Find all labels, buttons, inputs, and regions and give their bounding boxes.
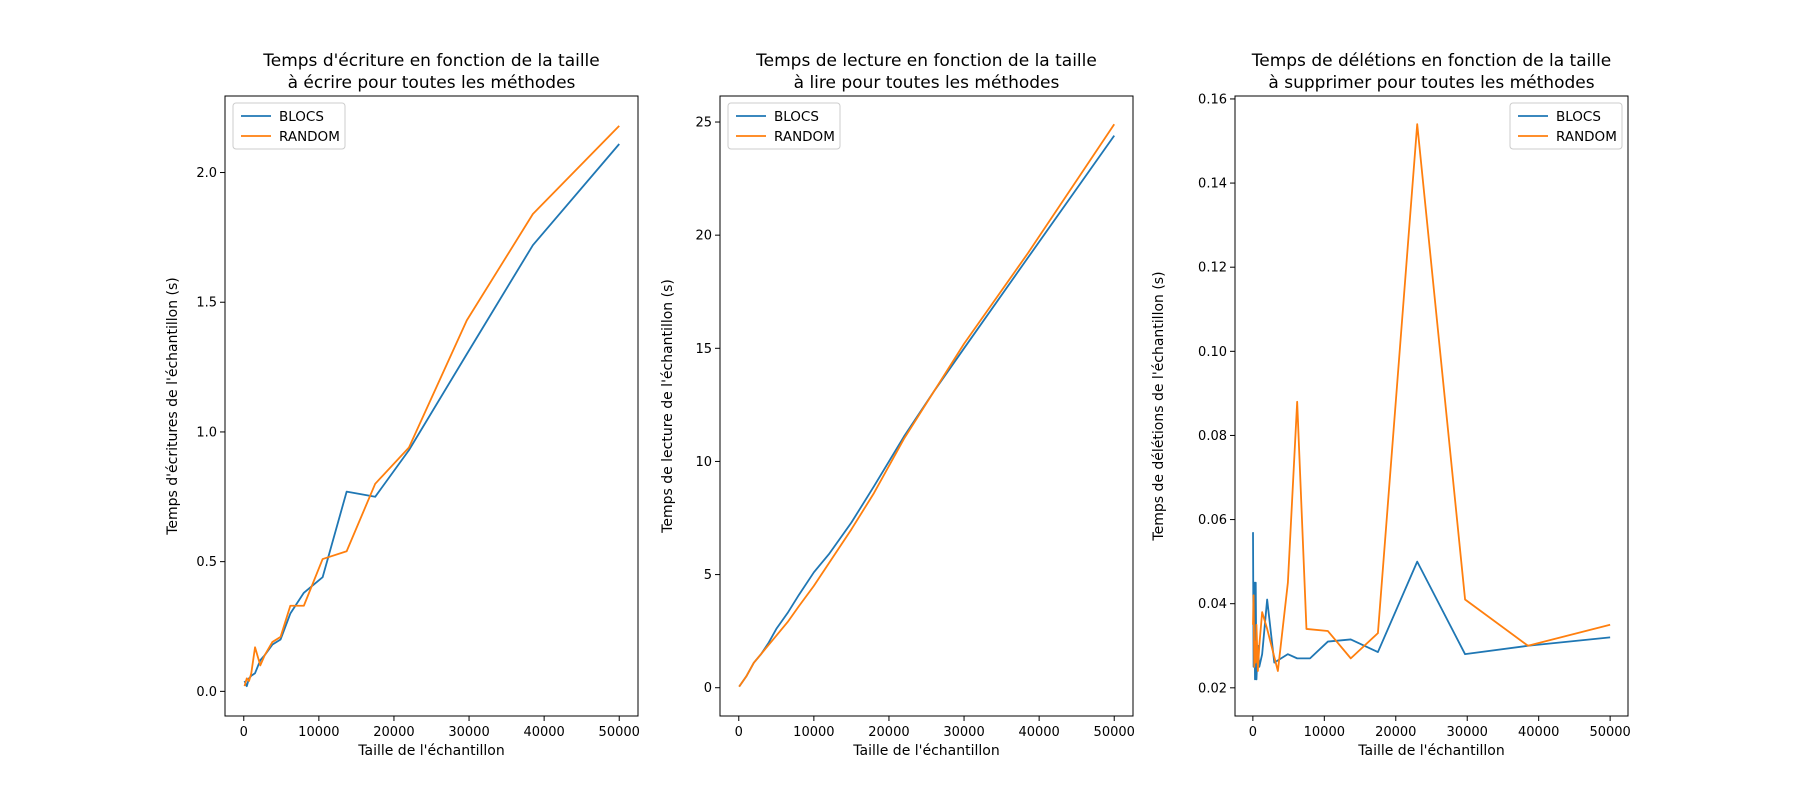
chart-title-line-2: à supprimer pour toutes les méthodes: [1268, 73, 1594, 93]
series-line-blocs: [738, 135, 1115, 688]
x-tick-label: 30000: [448, 725, 489, 740]
chart-title-line-1: Temps de délétions en fonction de la tai…: [1251, 51, 1612, 71]
legend-label-blocs: BLOCS: [1556, 109, 1601, 125]
y-tick-label: 20: [695, 229, 712, 244]
series-line-blocs: [1252, 532, 1611, 681]
y-tick-label: 0.10: [1198, 345, 1227, 360]
y-tick-label: 0.04: [1198, 597, 1227, 612]
y-tick-label: 15: [695, 342, 712, 357]
x-tick-label: 30000: [1447, 725, 1488, 740]
y-tick-label: 1.5: [196, 296, 217, 311]
chart-title-line-1: Temps de lecture en fonction de la taill…: [755, 51, 1097, 71]
chart-panel-3: Temps de délétions en fonction de la tai…: [1151, 51, 1631, 759]
plot-frame: [719, 95, 1134, 717]
legend-box: [232, 102, 346, 150]
legend-label-blocs: BLOCS: [279, 109, 324, 125]
y-tick-label: 10: [695, 455, 712, 470]
series-line-random: [738, 123, 1115, 688]
x-tick-label: 50000: [1589, 725, 1630, 740]
y-tick-label: 5: [704, 568, 712, 583]
x-tick-label: 20000: [1375, 725, 1416, 740]
plot-frame: [1234, 95, 1629, 717]
legend-box: [727, 102, 841, 150]
legend: BLOCS RANDOM: [727, 102, 841, 150]
legend-label-random: RANDOM: [279, 129, 340, 145]
legend: BLOCS RANDOM: [232, 102, 346, 150]
x-tick-label: 50000: [1094, 725, 1135, 740]
x-tick-label: 40000: [523, 725, 564, 740]
x-tick-label: 0: [240, 725, 248, 740]
y-tick-label: 0.16: [1198, 92, 1227, 107]
y-tick-label: 2.0: [196, 166, 217, 181]
x-tick-label: 10000: [1304, 725, 1345, 740]
y-tick-label: 0.08: [1198, 429, 1227, 444]
chart-panel-1: Temps d'écriture en fonction de la taill…: [165, 51, 640, 759]
y-tick-label: 25: [695, 116, 712, 131]
y-axis-label: Temps d'écritures de l'échantillon (s): [165, 277, 181, 536]
y-tick-label: 1.0: [196, 425, 217, 440]
series-line-random: [1252, 123, 1611, 672]
x-tick-label: 50000: [599, 725, 640, 740]
x-tick-label: 40000: [1518, 725, 1559, 740]
y-tick-label: 0.5: [196, 555, 217, 570]
y-tick-label: 0.06: [1198, 513, 1227, 528]
legend-label-blocs: BLOCS: [774, 109, 819, 125]
plot-frame: [224, 95, 639, 717]
y-tick-label: 0.0: [196, 685, 217, 700]
legend-label-random: RANDOM: [774, 129, 835, 145]
chart-title-line-1: Temps d'écriture en fonction de la taill…: [262, 51, 600, 71]
series-line-random: [243, 125, 620, 687]
x-tick-label: 40000: [1018, 725, 1059, 740]
chart-title-line-2: à lire pour toutes les méthodes: [794, 73, 1060, 93]
y-axis-label: Temps de délétions de l'échantillon (s): [1151, 271, 1167, 541]
legend-label-random: RANDOM: [1556, 129, 1617, 145]
x-tick-label: 30000: [943, 725, 984, 740]
y-tick-label: 0.14: [1198, 177, 1227, 192]
legend: BLOCS RANDOM: [1509, 102, 1623, 150]
x-tick-label: 20000: [373, 725, 414, 740]
legend-box: [1509, 102, 1623, 150]
x-axis-label: Taille de l'échantillon: [357, 743, 504, 759]
x-tick-label: 0: [1249, 725, 1257, 740]
x-axis-label: Taille de l'échantillon: [852, 743, 999, 759]
x-tick-label: 10000: [793, 725, 834, 740]
y-tick-label: 0: [704, 681, 712, 696]
x-axis-label: Taille de l'échantillon: [1357, 743, 1504, 759]
chart-panel-2: Temps de lecture en fonction de la taill…: [660, 51, 1135, 759]
x-tick-label: 10000: [298, 725, 339, 740]
series-line-blocs: [243, 143, 620, 688]
x-tick-label: 0: [735, 725, 743, 740]
y-axis-label: Temps de lecture de l'échantillon (s): [660, 279, 676, 534]
x-tick-label: 20000: [868, 725, 909, 740]
y-tick-label: 0.12: [1198, 261, 1227, 276]
chart-title-line-2: à écrire pour toutes les méthodes: [288, 73, 576, 93]
y-tick-label: 0.02: [1198, 681, 1227, 696]
